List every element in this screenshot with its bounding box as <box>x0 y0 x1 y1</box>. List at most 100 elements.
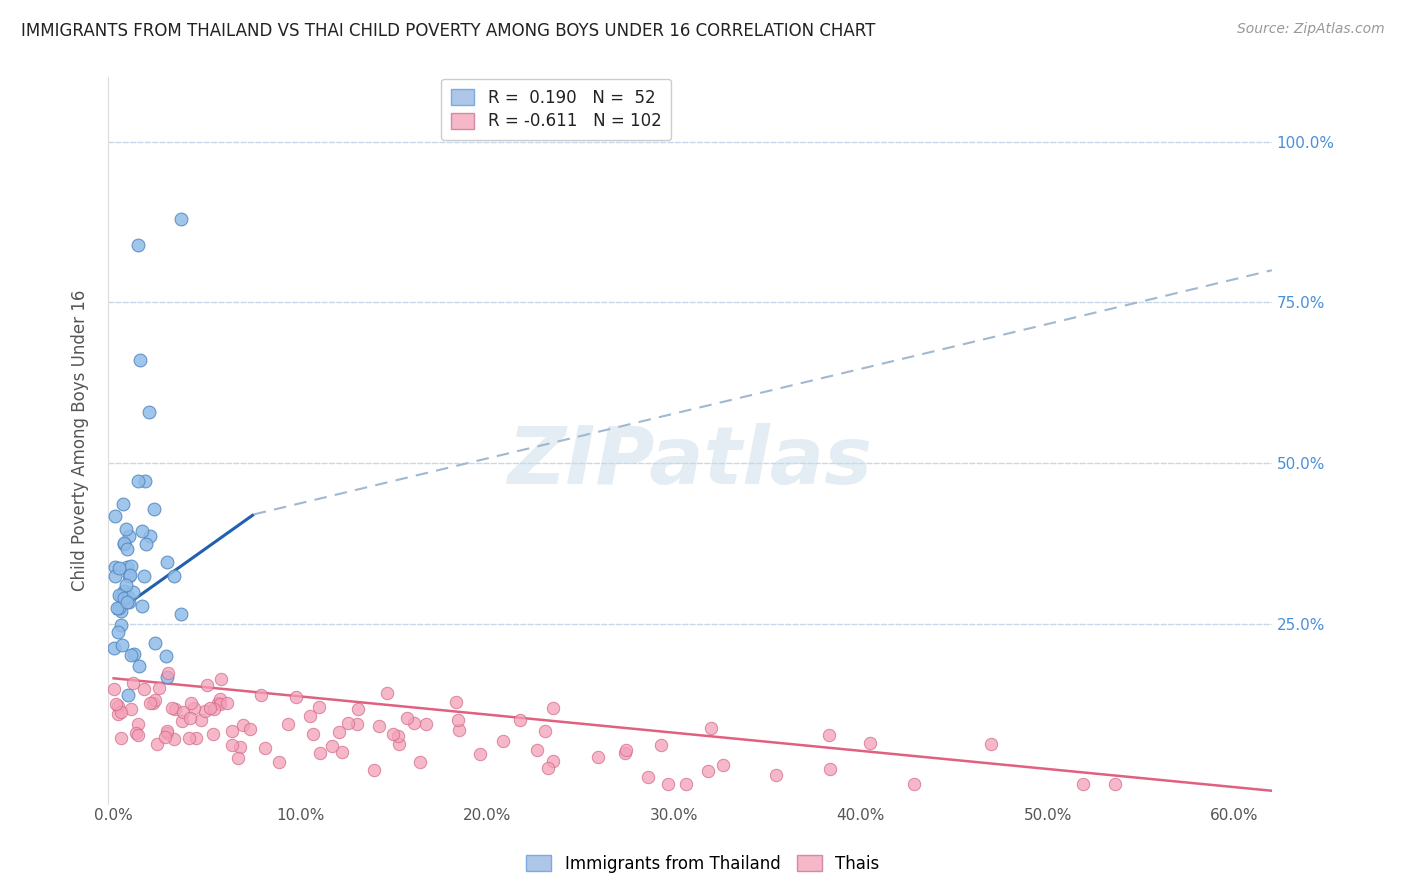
Y-axis label: Child Poverty Among Boys Under 16: Child Poverty Among Boys Under 16 <box>72 290 89 591</box>
Point <box>526 742 548 756</box>
Point <box>616 742 638 756</box>
Point <box>104 509 127 524</box>
Point <box>127 728 149 742</box>
Point <box>120 648 142 662</box>
Text: ZIPatlas: ZIPatlas <box>508 424 873 501</box>
Point <box>112 591 135 605</box>
Point <box>107 561 129 575</box>
Point <box>138 404 160 418</box>
Point <box>446 695 468 709</box>
Point <box>111 638 134 652</box>
Point <box>657 777 679 791</box>
Point <box>675 777 697 791</box>
Point <box>131 599 153 614</box>
Point <box>818 728 841 742</box>
Point <box>172 714 194 728</box>
Point <box>110 589 132 603</box>
Point <box>108 600 131 615</box>
Point <box>170 607 193 621</box>
Point <box>346 716 368 731</box>
Point <box>143 693 166 707</box>
Point <box>232 718 254 732</box>
Point <box>143 636 166 650</box>
Point <box>135 537 157 551</box>
Point <box>253 741 276 756</box>
Point <box>146 737 169 751</box>
Point <box>156 724 179 739</box>
Point <box>103 682 125 697</box>
Point <box>637 770 659 784</box>
Point <box>330 745 353 759</box>
Point <box>156 726 179 740</box>
Point <box>415 717 437 731</box>
Point <box>447 713 470 727</box>
Point <box>697 764 720 778</box>
Point <box>139 696 162 710</box>
Point <box>347 701 370 715</box>
Legend: Immigrants from Thailand, Thais: Immigrants from Thailand, Thais <box>520 848 886 880</box>
Point <box>299 709 322 723</box>
Point <box>363 763 385 777</box>
Point <box>115 523 138 537</box>
Point <box>139 529 162 543</box>
Point <box>134 682 156 697</box>
Point <box>127 474 149 488</box>
Point <box>148 681 170 696</box>
Point <box>765 768 787 782</box>
Point <box>650 738 672 752</box>
Point <box>308 746 330 760</box>
Point <box>228 739 250 754</box>
Point <box>165 702 187 716</box>
Point <box>127 716 149 731</box>
Point <box>112 497 135 511</box>
Point <box>183 701 205 715</box>
Point <box>1104 777 1126 791</box>
Point <box>105 601 128 615</box>
Point <box>115 595 138 609</box>
Point <box>127 237 149 252</box>
Point <box>114 578 136 592</box>
Point <box>468 747 491 762</box>
Point <box>156 670 179 684</box>
Point <box>117 541 139 556</box>
Point <box>118 595 141 609</box>
Point <box>120 702 142 716</box>
Point <box>195 678 218 692</box>
Point <box>134 474 156 488</box>
Point <box>284 690 307 704</box>
Point <box>202 702 225 716</box>
Point <box>367 719 389 733</box>
Point <box>125 726 148 740</box>
Point <box>128 353 150 368</box>
Point <box>103 641 125 656</box>
Point <box>209 672 232 686</box>
Point <box>336 715 359 730</box>
Point <box>388 737 411 751</box>
Point <box>131 524 153 538</box>
Point <box>107 698 129 713</box>
Point <box>534 723 557 738</box>
Point <box>132 569 155 583</box>
Point <box>122 676 145 690</box>
Point <box>375 686 398 700</box>
Point <box>509 713 531 727</box>
Point <box>108 588 131 602</box>
Point <box>449 723 471 737</box>
Point <box>153 731 176 745</box>
Point <box>328 725 350 739</box>
Point <box>170 211 193 226</box>
Point <box>541 754 564 768</box>
Point <box>308 699 330 714</box>
Legend: R =  0.190   N =  52, R = -0.611   N = 102: R = 0.190 N = 52, R = -0.611 N = 102 <box>441 78 671 140</box>
Point <box>404 716 426 731</box>
Point <box>121 585 143 599</box>
Point <box>156 555 179 569</box>
Point <box>194 704 217 718</box>
Point <box>207 696 229 710</box>
Point <box>541 700 564 714</box>
Point <box>110 731 132 745</box>
Point <box>120 559 142 574</box>
Point <box>239 722 262 736</box>
Point <box>118 568 141 582</box>
Point <box>217 696 239 710</box>
